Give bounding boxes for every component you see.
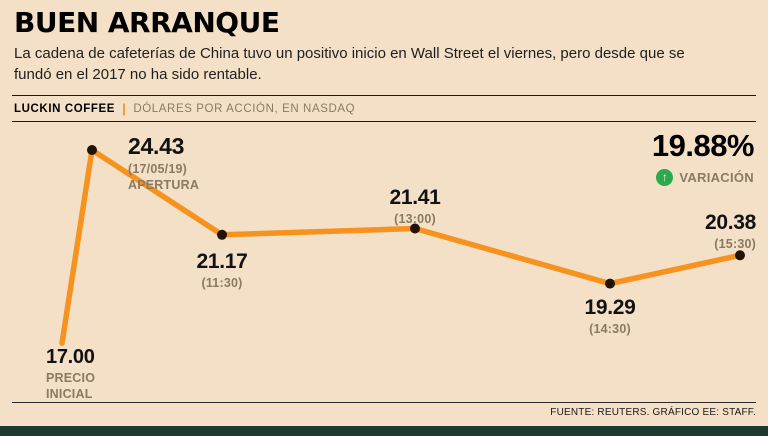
point-price: 21.41 <box>389 186 441 209</box>
point-label-open: 24.43 (17/05/19) APERTURA <box>128 133 199 192</box>
point-note: (13:00) <box>394 212 436 226</box>
page-title: BUEN ARRANQUE <box>14 6 280 39</box>
data-point-dot <box>605 278 615 289</box>
bottom-color-bar <box>0 426 768 436</box>
point-note: (11:30) <box>201 276 243 290</box>
source-credit: FUENTE: REUTERS. GRÁFICO EE: STAFF. <box>550 407 756 418</box>
point-note: PRECIO <box>46 371 96 385</box>
point-note: (17/05/19) <box>128 162 187 176</box>
point-note: (14:30) <box>589 322 631 336</box>
point-price: 21.17 <box>196 250 248 273</box>
point-label-initial: 17.00 PRECIO INICIAL <box>46 346 95 401</box>
point-note: (15:30) <box>714 237 756 251</box>
point-label-1130: 21.17 (11:30) <box>196 250 247 290</box>
chart-kicker: LUCKIN COFFEE | DÓLARES POR ACCIÓN, EN N… <box>0 96 768 121</box>
point-label-1530: 20.38 (15:30) <box>705 211 756 251</box>
point-label-1430: 19.29 (14:30) <box>584 296 635 336</box>
brand-label: LUCKIN COFFEE <box>14 102 116 115</box>
subtitle: La cadena de cafeterías de China tuvo un… <box>14 45 685 83</box>
header: BUEN ARRANQUE La cadena de cafeterías de… <box>0 0 768 85</box>
point-price: 19.29 <box>584 296 636 319</box>
data-point-dot <box>217 229 227 240</box>
point-note: APERTURA <box>128 178 200 192</box>
point-label-1300: 21.41 (13:00) <box>389 186 440 226</box>
point-price: 24.43 <box>128 133 185 159</box>
data-point-dot <box>735 250 745 261</box>
variation-label: VARIACIÓN <box>679 170 754 185</box>
point-price: 20.38 <box>704 211 756 234</box>
separator: | <box>122 101 127 117</box>
up-arrow-icon: ↑ <box>656 169 674 186</box>
data-point-dot <box>87 145 97 155</box>
divider-top <box>12 95 756 97</box>
footer-divider <box>12 402 756 403</box>
variation-value: 19.88% <box>651 128 755 163</box>
variation-row: ↑ VARIACIÓN <box>652 169 754 186</box>
point-price: 17.00 <box>46 346 95 368</box>
variation-block: 19.88% ↑ VARIACIÓN <box>651 128 755 186</box>
units-label: DÓLARES POR ACCIÓN, EN NASDAQ <box>133 102 356 115</box>
divider-bottom <box>12 121 756 123</box>
point-note: INICIAL <box>46 387 93 401</box>
